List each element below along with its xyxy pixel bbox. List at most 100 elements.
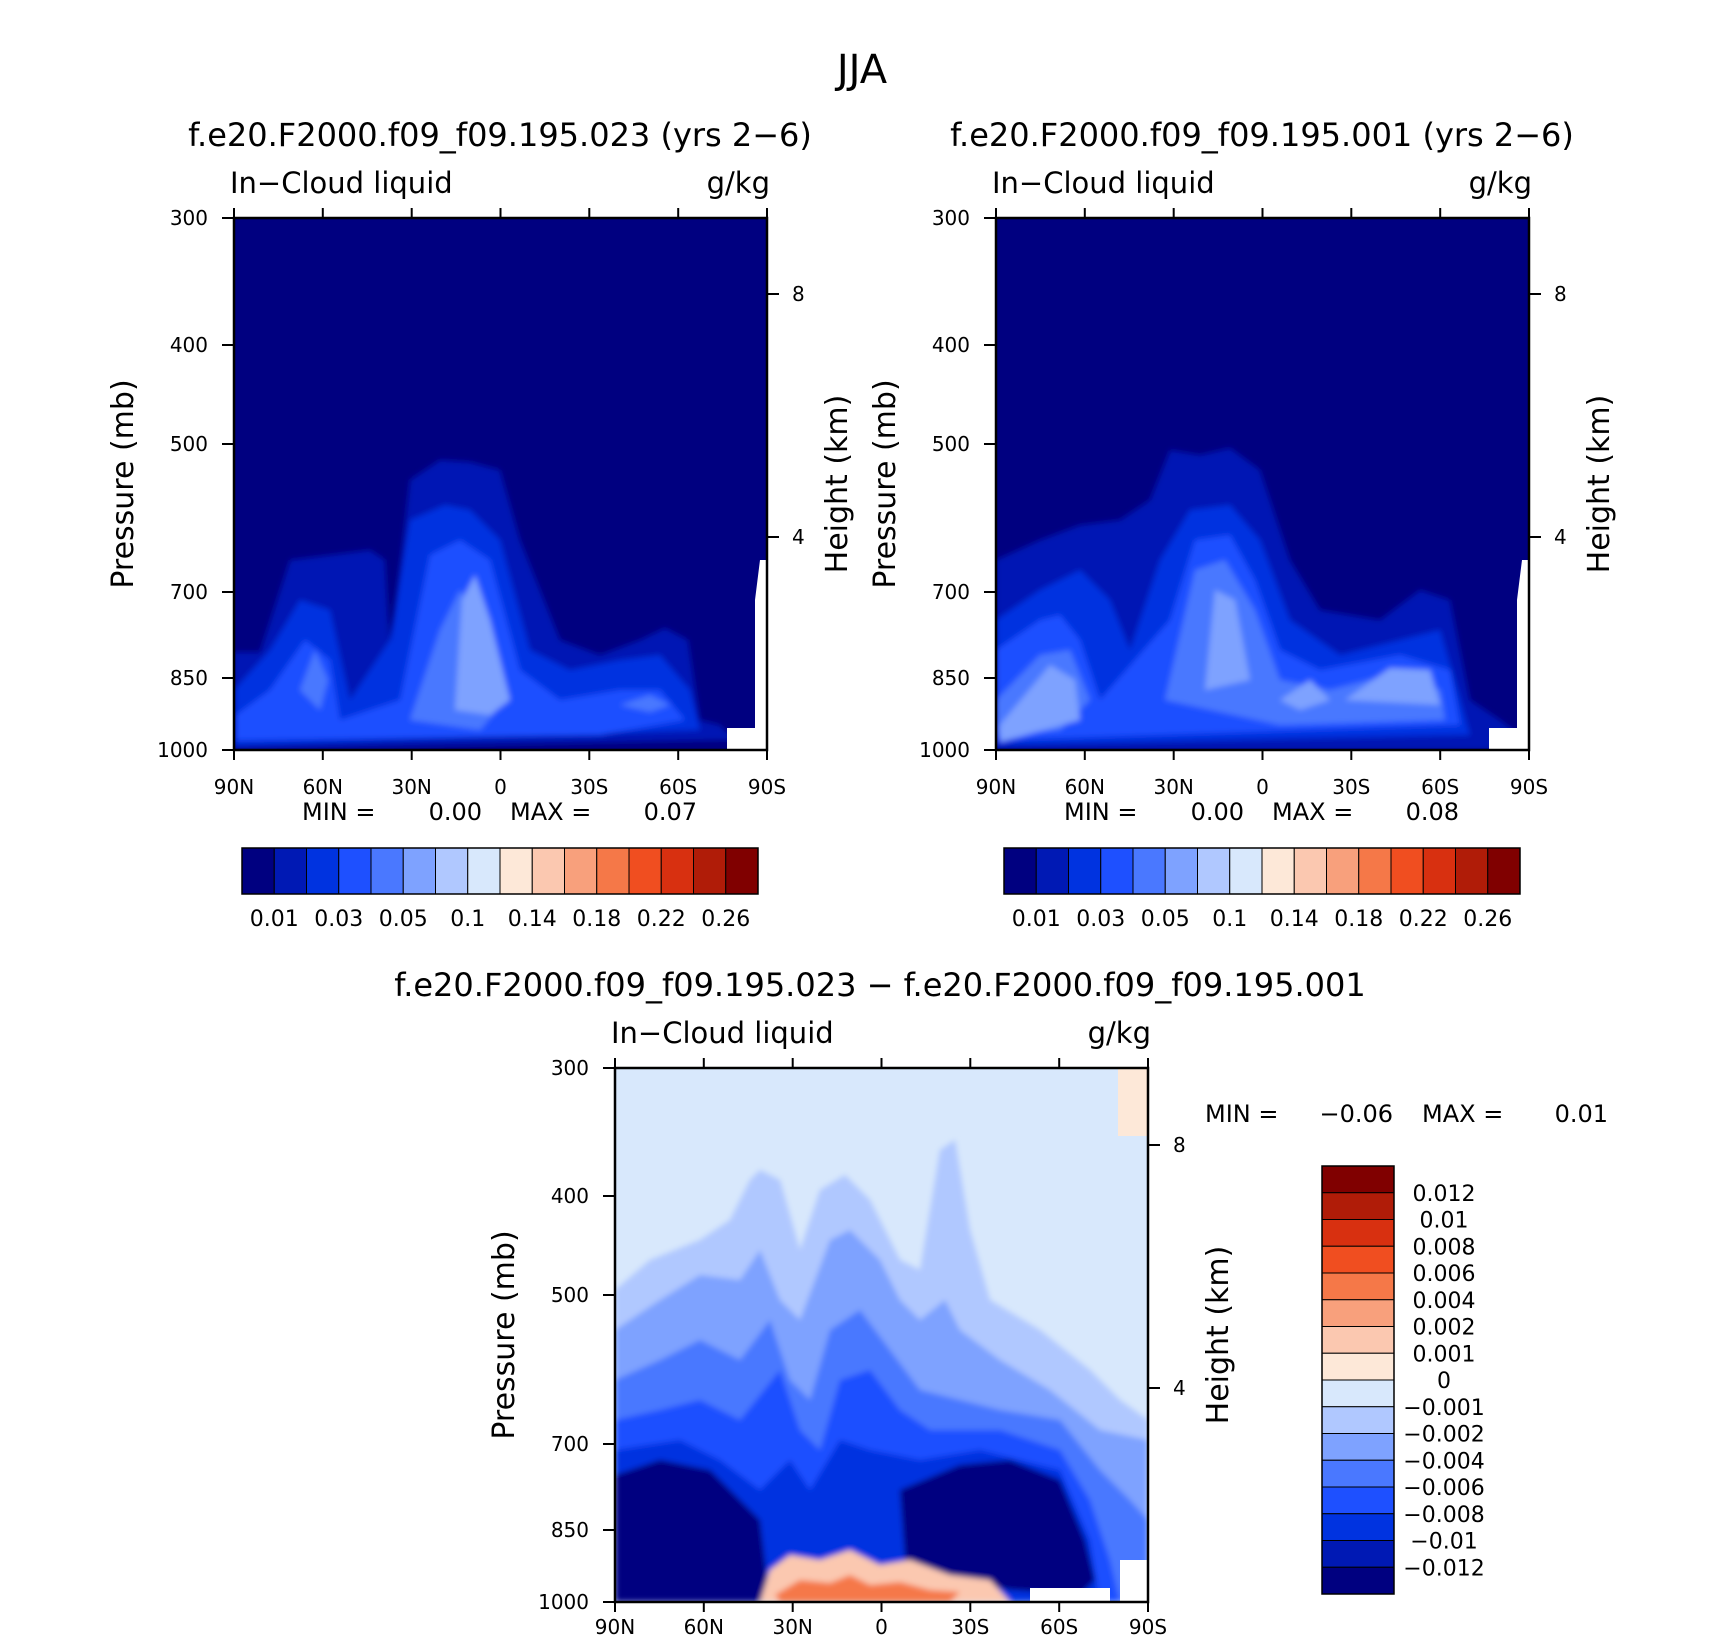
- y-tick-label: 850: [170, 666, 208, 690]
- colorbar-label: −0.012: [1403, 1556, 1484, 1581]
- panel-2-y-tick-labels: 300 400 500 700 850 1000: [919, 206, 970, 762]
- y-tick-label: 700: [170, 580, 208, 604]
- panel-3-contour-field: [615, 1068, 1148, 1602]
- colorbar-swatch: [1321, 1272, 1395, 1301]
- panel-1-x-tick-labels: 90N 60N 30N 0 30S 60S 90S: [214, 775, 786, 799]
- colorbar-label: 0.1: [450, 907, 485, 932]
- x-tick-label: 90S: [1129, 1615, 1167, 1636]
- y-tick-label: 300: [170, 206, 208, 230]
- colorbar-swatch: [1358, 847, 1392, 895]
- panel-1-variable-label: In−Cloud liquid: [230, 166, 453, 200]
- colorbar-swatch: [1487, 847, 1521, 895]
- colorbar-swatch: [1321, 1165, 1395, 1194]
- panel-2-units-label: g/kg: [1469, 166, 1532, 200]
- panel-3-y-tick-labels: 300 400 500 700 850 1000: [538, 1056, 589, 1614]
- x-tick-label: 60S: [659, 775, 697, 799]
- x-tick-label: 60N: [684, 1615, 724, 1636]
- x-tick-label: 30N: [391, 775, 431, 799]
- colorbar-swatch: [628, 847, 662, 895]
- min-value: −0.06: [1319, 1100, 1393, 1128]
- colorbar-label: 0.26: [1463, 907, 1512, 932]
- colorbar-swatch: [693, 847, 727, 895]
- colorbar-swatch: [660, 847, 694, 895]
- colorbar-label: 0.001: [1413, 1342, 1476, 1367]
- y-tick-label: 700: [551, 1432, 589, 1456]
- colorbar-label: 0.14: [508, 907, 557, 932]
- y2-tick-label: 8: [792, 282, 805, 306]
- colorbar-swatch: [273, 847, 307, 895]
- y-tick-label: 400: [170, 333, 208, 357]
- colorbar-label: 0.03: [1076, 907, 1125, 932]
- panel-2-y2-ticks: [1529, 293, 1541, 538]
- colorbar-swatch: [499, 847, 533, 895]
- y2-tick-label: 4: [1173, 1376, 1186, 1400]
- x-tick-label: 30S: [951, 1615, 989, 1636]
- panel-2-x-ticks: [995, 208, 1530, 760]
- y2-tick-label: 8: [1554, 282, 1567, 306]
- panel-1-y2-ticks: [767, 293, 779, 538]
- panel-1-y-axis-label: Pressure (mb): [106, 379, 141, 588]
- colorbar-label: 0.012: [1413, 1182, 1476, 1207]
- colorbar-swatch: [531, 847, 565, 895]
- panel-2-stats: MIN = 0.00 MAX = 0.08: [1064, 798, 1459, 826]
- colorbar-label: 0.03: [314, 907, 363, 932]
- colorbar-swatch: [1321, 1352, 1395, 1381]
- y-tick-label: 500: [170, 432, 208, 456]
- x-tick-label: 0: [494, 775, 507, 799]
- colorbar-label: 0.1: [1212, 907, 1247, 932]
- y-tick-label: 400: [932, 333, 970, 357]
- x-tick-label: 0: [1256, 775, 1269, 799]
- x-tick-label: 90N: [214, 775, 254, 799]
- colorbar-label: 0.26: [701, 907, 750, 932]
- colorbar-swatch: [1293, 847, 1327, 895]
- min-label: MIN =: [302, 798, 375, 826]
- colorbar-swatch: [1326, 847, 1360, 895]
- colorbar-swatch: [1321, 1566, 1395, 1595]
- x-tick-label: 90N: [976, 775, 1016, 799]
- colorbar-swatch: [1321, 1486, 1395, 1515]
- x-tick-label: 30N: [772, 1615, 812, 1636]
- panel-1-y2-axis-label: Height (km): [820, 395, 855, 574]
- colorbar-swatch: [435, 847, 469, 895]
- panel-2-y2-tick-labels: 8 4: [1554, 282, 1567, 549]
- colorbar-swatch: [1164, 847, 1198, 895]
- max-label: MAX =: [1272, 798, 1353, 826]
- panel-3-y-axis-label: Pressure (mb): [487, 1230, 522, 1439]
- max-label: MAX =: [510, 798, 591, 826]
- colorbar-frame: [241, 847, 759, 895]
- panel-1-y-tick-labels: 300 400 500 700 850 1000: [157, 206, 208, 762]
- panel-2-title: f.e20.F2000.f09_f09.195.001 (yrs 2−6): [950, 116, 1574, 154]
- colorbar-frame: [1003, 847, 1521, 895]
- colorbar-swatch: [1321, 1513, 1395, 1541]
- y2-tick-label: 4: [1554, 525, 1567, 549]
- colorbar-swatch: [1321, 1326, 1395, 1354]
- y-tick-label: 300: [932, 206, 970, 230]
- x-tick-label: 60S: [1421, 775, 1459, 799]
- panel-3-title: f.e20.F2000.f09_f09.195.023 − f.e20.F200…: [394, 966, 1366, 1004]
- colorbar-swatch: [402, 847, 436, 895]
- panel-2-colorbar: 0.01 0.03 0.05 0.1 0.14 0.18 0.22 0.26: [1003, 847, 1521, 932]
- max-value: 0.01: [1555, 1100, 1608, 1128]
- colorbar-label: −0.001: [1403, 1396, 1484, 1421]
- min-label: MIN =: [1205, 1100, 1278, 1128]
- colorbar-swatch: [306, 847, 340, 895]
- panel-2-y2-axis-label: Height (km): [1582, 395, 1617, 574]
- panel-1-colorbar: 0.01 0.03 0.05 0.1 0.14 0.18 0.22 0.26: [241, 847, 759, 932]
- colorbar-swatch: [338, 847, 372, 895]
- panel-3-units-label: g/kg: [1088, 1016, 1151, 1050]
- colorbar-label: 0: [1437, 1369, 1451, 1394]
- y-tick-label: 1000: [919, 738, 970, 762]
- colorbar-swatch: [564, 847, 598, 895]
- colorbar-swatch: [1321, 1299, 1395, 1327]
- colorbar-label: 0.18: [1334, 907, 1383, 932]
- min-label: MIN =: [1064, 798, 1137, 826]
- x-tick-label: 60N: [303, 775, 343, 799]
- x-tick-label: 30S: [1332, 775, 1370, 799]
- colorbar-swatch: [1321, 1459, 1395, 1488]
- panel-1-units-label: g/kg: [707, 166, 770, 200]
- colorbar-swatch: [1003, 847, 1037, 895]
- x-tick-label: 30S: [570, 775, 608, 799]
- y-tick-label: 500: [551, 1283, 589, 1307]
- colorbar-label: 0.22: [1399, 907, 1448, 932]
- colorbar-swatch: [1321, 1245, 1395, 1274]
